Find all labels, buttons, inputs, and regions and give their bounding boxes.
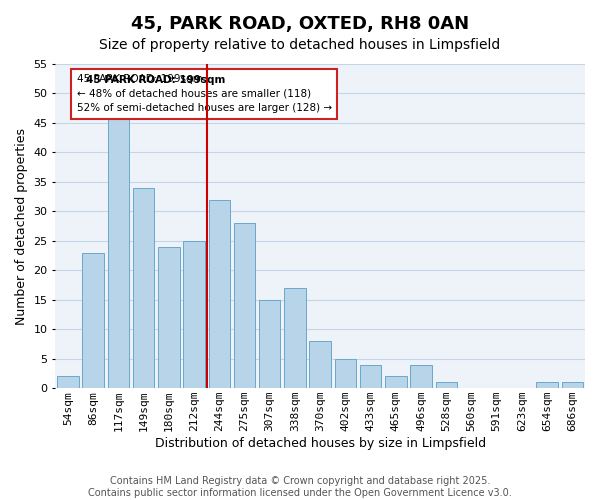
Bar xyxy=(335,358,356,388)
Text: Contains HM Land Registry data © Crown copyright and database right 2025.
Contai: Contains HM Land Registry data © Crown c… xyxy=(88,476,512,498)
Text: 45 PARK ROAD: 199sqm: 45 PARK ROAD: 199sqm xyxy=(86,75,226,85)
Bar xyxy=(107,117,129,388)
Bar xyxy=(562,382,583,388)
Text: 45, PARK ROAD, OXTED, RH8 0AN: 45, PARK ROAD, OXTED, RH8 0AN xyxy=(131,15,469,33)
Bar xyxy=(234,223,255,388)
Text: Size of property relative to detached houses in Limpsfield: Size of property relative to detached ho… xyxy=(100,38,500,52)
Y-axis label: Number of detached properties: Number of detached properties xyxy=(15,128,28,324)
Bar xyxy=(209,200,230,388)
Text: 45 PARK ROAD: 199sqm
← 48% of detached houses are smaller (118)
52% of semi-deta: 45 PARK ROAD: 199sqm ← 48% of detached h… xyxy=(77,74,332,114)
Bar xyxy=(536,382,558,388)
Bar xyxy=(184,241,205,388)
Bar xyxy=(82,252,104,388)
Bar xyxy=(158,246,179,388)
Bar xyxy=(385,376,407,388)
Bar xyxy=(436,382,457,388)
Bar xyxy=(360,364,382,388)
Bar xyxy=(259,300,280,388)
X-axis label: Distribution of detached houses by size in Limpsfield: Distribution of detached houses by size … xyxy=(155,437,486,450)
Bar xyxy=(410,364,432,388)
Bar xyxy=(133,188,154,388)
Bar xyxy=(310,341,331,388)
Bar xyxy=(284,288,305,388)
Bar xyxy=(57,376,79,388)
